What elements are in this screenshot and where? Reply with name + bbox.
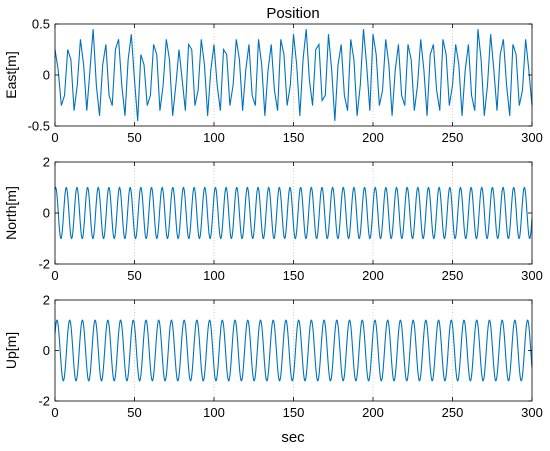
north-x-tick-label: 250 <box>442 268 464 283</box>
up-series-line <box>54 319 533 382</box>
north-y-tick-label: 2 <box>43 155 50 170</box>
up-x-tick-label: 150 <box>283 405 305 420</box>
east-series-line <box>54 29 533 121</box>
up-x-tick-label: 250 <box>442 405 464 420</box>
north-x-tick-label: 100 <box>203 268 225 283</box>
east-x-tick-label: 150 <box>283 130 305 145</box>
east-x-tick-label: 50 <box>127 130 141 145</box>
figure-title: Position <box>266 5 319 22</box>
up-y-tick-label: 2 <box>43 293 50 308</box>
north-x-tick-label: 300 <box>521 268 543 283</box>
east-y-tick-label: 0 <box>43 68 50 83</box>
east-y-tick-label: 0.5 <box>32 17 50 32</box>
up-y-tick-label: 0 <box>43 343 50 358</box>
east-x-tick-label: 0 <box>51 130 58 145</box>
east-x-tick-label: 100 <box>203 130 225 145</box>
east-x-tick-label: 200 <box>362 130 384 145</box>
north-x-tick-label: 50 <box>127 268 141 283</box>
north-x-tick-label: 200 <box>362 268 384 283</box>
north-series-line <box>54 186 533 240</box>
north-y-axis-label: North[m] <box>3 186 19 240</box>
east-y-tick-label: -0.5 <box>28 119 50 134</box>
east-y-axis-label: East[m] <box>3 51 19 98</box>
up-x-tick-label: 50 <box>127 405 141 420</box>
up-x-tick-label: 300 <box>521 405 543 420</box>
north-y-tick-label: -2 <box>38 257 50 272</box>
north-y-tick-label: 0 <box>43 206 50 221</box>
east-x-tick-label: 300 <box>521 130 543 145</box>
north-x-tick-label: 0 <box>51 268 58 283</box>
east-x-tick-label: 250 <box>442 130 464 145</box>
up-x-tick-label: 200 <box>362 405 384 420</box>
up-x-tick-label: 0 <box>51 405 58 420</box>
north-x-tick-label: 150 <box>283 268 305 283</box>
up-y-axis-label: Up[m] <box>3 332 19 369</box>
up-y-tick-label: -2 <box>38 394 50 409</box>
x-axis-label: sec <box>281 429 305 446</box>
up-x-tick-label: 100 <box>203 405 225 420</box>
